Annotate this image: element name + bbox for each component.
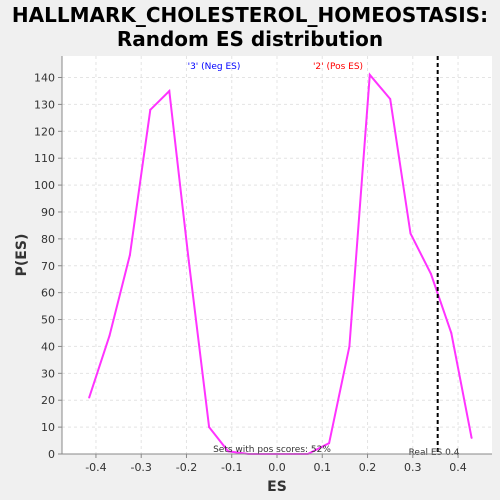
x-tick-label: -0.1 <box>221 461 242 474</box>
neg-es-label: '3' (Neg ES) <box>188 62 241 72</box>
x-axis-label: ES <box>267 479 287 495</box>
y-tick-label: 90 <box>41 206 55 219</box>
x-tick-label: -0.3 <box>130 461 151 474</box>
x-tick-label: -0.2 <box>176 461 197 474</box>
y-tick-label: 10 <box>41 421 55 434</box>
y-tick-label: 110 <box>34 152 55 165</box>
data-point <box>128 254 131 256</box>
y-tick-label: 0 <box>48 448 55 461</box>
data-point <box>389 98 392 101</box>
x-tick-label: 0.0 <box>268 461 286 474</box>
data-point <box>409 232 412 235</box>
data-point <box>328 442 331 445</box>
data-point <box>88 396 91 399</box>
data-point <box>187 259 190 262</box>
y-tick-label: 20 <box>41 394 55 407</box>
y-tick-label: 60 <box>41 287 55 300</box>
y-tick-label: 140 <box>34 72 55 85</box>
x-tick-label: 0.1 <box>314 461 332 474</box>
x-tick-label: 0.3 <box>404 461 422 474</box>
y-tick-label: 100 <box>34 179 55 192</box>
grid-lines <box>62 56 492 455</box>
y-tick-label: 130 <box>34 98 55 111</box>
y-tick-label: 70 <box>41 260 55 273</box>
chart-subtitle: Random ES distribution <box>117 27 383 51</box>
y-tick-label: 30 <box>41 367 55 380</box>
data-point <box>450 331 453 334</box>
chart-title: HALLMARK_CHOLESTEROL_HOMEOSTASIS: <box>12 3 488 27</box>
data-point <box>168 89 171 92</box>
pos-es-label: '2' (Pos ES) <box>313 62 363 72</box>
y-tick-label: 50 <box>41 314 55 327</box>
data-point <box>470 436 473 439</box>
y-tick-label: 80 <box>41 233 55 246</box>
y-axis-label: P(ES) <box>14 234 30 277</box>
axis-ticks: 0 10 20 30 40 50 60 70 80 90 100 110 120 130 140 -0.4 -0… <box>34 72 467 474</box>
x-tick-label: -0.4 <box>85 461 106 474</box>
y-tick-label: 120 <box>34 125 55 138</box>
y-tick-label: 40 <box>41 340 55 353</box>
data-point <box>208 426 211 429</box>
real-es-annotation: Real ES 0.4 <box>409 448 460 458</box>
data-point <box>108 334 111 337</box>
data-point <box>348 345 351 348</box>
x-tick-label: 0.2 <box>359 461 377 474</box>
data-point <box>429 272 432 275</box>
x-tick-label: 0.4 <box>449 461 467 474</box>
data-point <box>227 450 230 453</box>
data-point <box>149 108 152 111</box>
pos-sets-annotation: Sets with pos scores: 52% <box>213 445 331 455</box>
data-point <box>368 73 371 76</box>
